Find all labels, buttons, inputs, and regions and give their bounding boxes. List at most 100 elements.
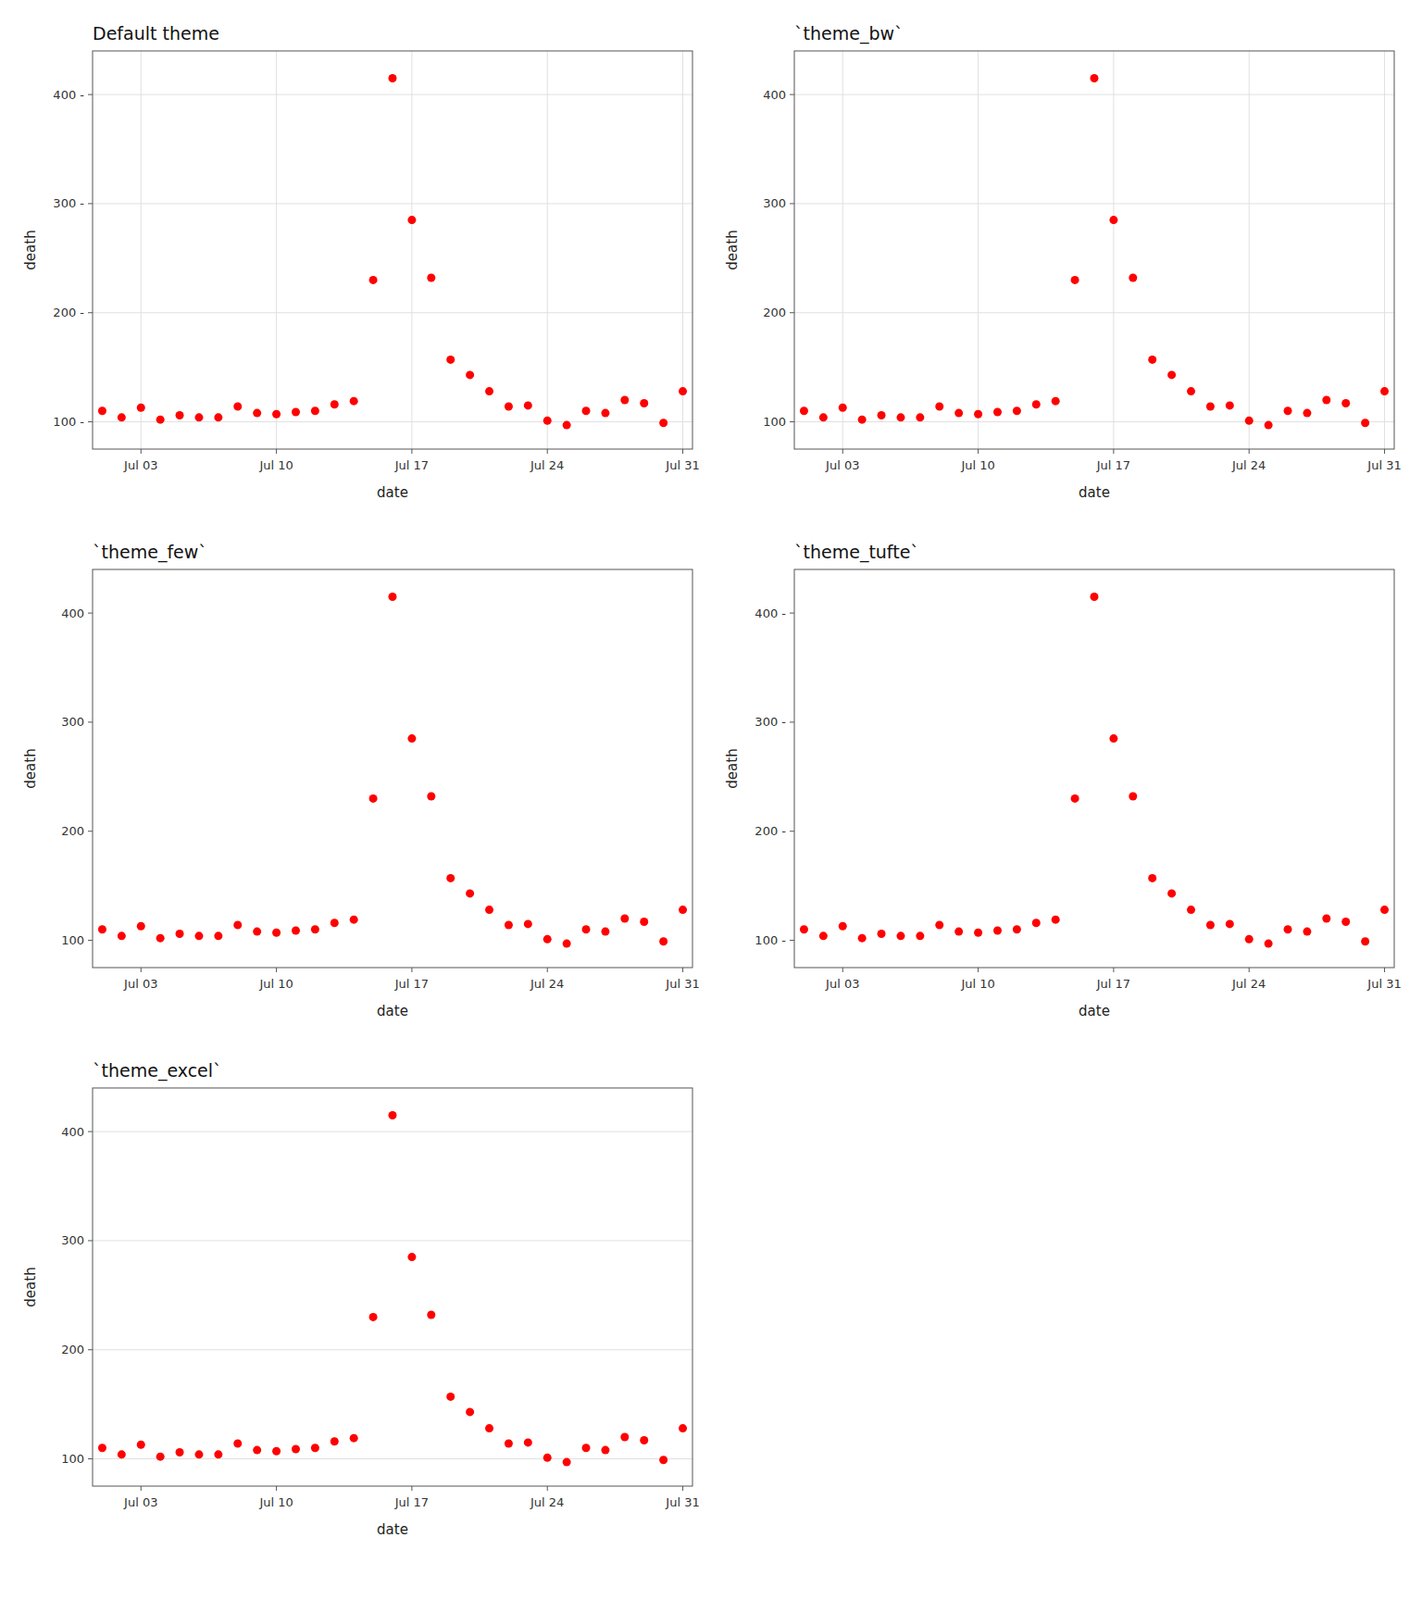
point [252,1446,262,1455]
point [117,412,126,422]
point [1012,406,1022,415]
x-tick-label: Jul 31 [1366,458,1401,473]
x-axis-label: date [1078,1002,1111,1020]
point [194,412,203,422]
x-tick-label: Jul 24 [529,458,564,473]
point [1186,386,1196,396]
point [620,395,629,404]
point [1128,274,1137,283]
point [117,1449,126,1459]
point [1147,355,1157,364]
plot-background [92,569,693,968]
point [1090,592,1099,601]
point [213,931,223,940]
plot-background [92,50,693,450]
y-tick-label: 100 [762,414,786,429]
y-tick [789,830,795,832]
x-tick-label: Jul 10 [960,458,995,473]
point [252,409,262,418]
x-axis-label: date [376,484,409,501]
point [1284,924,1293,934]
point [819,931,828,940]
y-tick-label: 200 [61,823,85,838]
point [993,925,1002,935]
x-tick [1384,967,1385,973]
x-tick-label: Jul 17 [394,458,429,473]
point [388,1110,398,1120]
grid-line-x [411,50,412,450]
point [485,905,494,914]
panel: Jul 03Jul 10Jul 17Jul 24Jul 31100 -200 -… [723,541,1402,1020]
point [1051,397,1061,406]
point [935,921,944,930]
point [465,888,474,898]
point [799,406,809,415]
point [156,934,165,943]
point [1341,917,1350,926]
y-tick-label: 100 - [52,414,85,429]
y-tick [789,94,795,96]
x-tick-label: Jul 03 [123,458,158,473]
x-tick [140,1485,142,1491]
point [349,915,359,924]
point [1109,215,1118,225]
y-tick [789,939,795,941]
chart-title: `theme_excel` [92,1060,223,1082]
point [659,1455,668,1464]
point [369,1312,378,1322]
point [1206,402,1215,412]
point [1090,74,1099,83]
point [388,592,398,601]
x-axis-label: date [376,1521,409,1538]
x-tick [275,967,277,973]
point [156,1452,165,1461]
y-tick-label: 400 [61,606,85,621]
y-tick [789,311,795,313]
y-tick-label: 300 - [754,714,786,729]
y-tick-label: 400 [61,1124,85,1139]
y-tick [87,1131,93,1133]
y-tick [789,421,795,423]
x-tick-label: Jul 03 [824,976,860,991]
point [1284,406,1293,415]
point [1264,421,1273,430]
panel: Jul 03Jul 10Jul 17Jul 24Jul 31100 -200 -… [22,23,700,501]
point [1206,921,1215,930]
figure: Jul 03 Jul 10 Jul 17 Jul 24 Jul 31 100 - 200 -… [0,0,1422,1600]
points [98,1110,687,1467]
x-tick [1248,449,1250,454]
point [330,1436,339,1446]
point [1302,927,1311,936]
x-tick-label: Jul 31 [664,1495,699,1510]
point [678,386,687,396]
x-axis-label: date [376,1002,409,1020]
plot-frame [92,569,693,968]
x-tick [1112,449,1114,454]
plot-frame [92,50,693,450]
x-tick [1248,967,1250,973]
point [98,1443,107,1452]
grid-line-y [92,1348,693,1350]
point [659,936,668,946]
point [446,355,455,364]
grid-line-x [977,50,979,450]
y-tick-label: 300 [762,196,786,211]
y-tick-label: 100 [61,1451,85,1466]
point [523,919,533,928]
point [426,792,436,801]
point [1147,873,1157,883]
point [1071,275,1080,285]
x-tick [411,967,412,973]
point [272,928,281,937]
x-tick [842,449,844,454]
y-tick-label: 200 - [754,823,786,838]
grid-line-x [1112,50,1114,450]
point [426,1310,436,1320]
point [233,921,242,930]
panel: Jul 03Jul 10Jul 17Jul 24Jul 311002003004… [22,1060,700,1538]
y-tick [87,1348,93,1350]
point [620,1432,629,1441]
point [819,412,828,422]
grid-line-x [547,50,549,450]
x-tick [140,449,142,454]
